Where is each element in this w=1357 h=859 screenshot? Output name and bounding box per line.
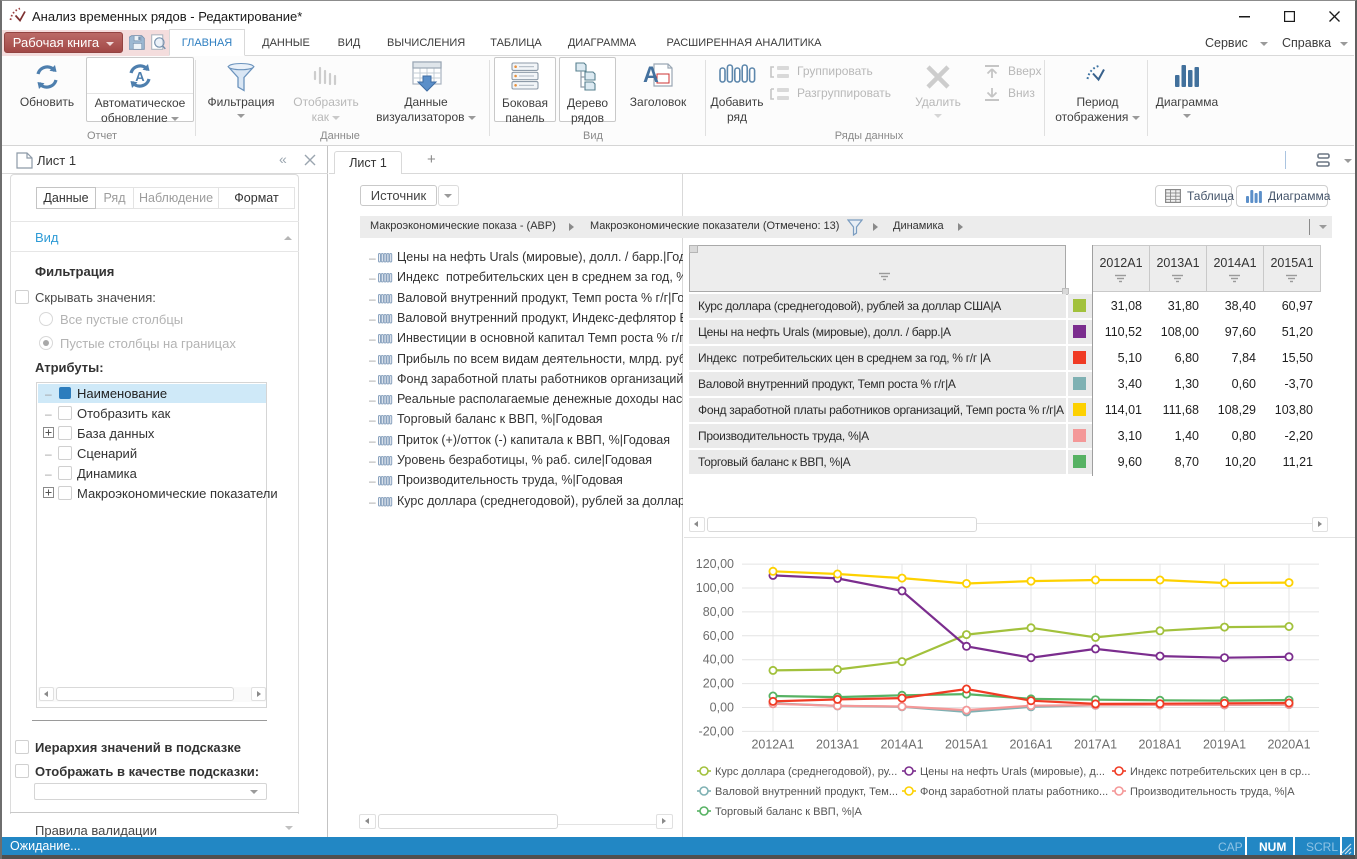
svg-text:Валовой внутренний продукт, Те: Валовой внутренний продукт, Тем... <box>715 786 898 798</box>
svg-text:0,00: 0,00 <box>710 701 734 715</box>
svg-text:2018A1: 2018A1 <box>1138 737 1181 751</box>
svg-text:120,00: 120,00 <box>696 557 734 571</box>
svg-text:Фонд заработной платы работник: Фонд заработной платы работнико... <box>920 786 1108 798</box>
svg-text:2019A1: 2019A1 <box>1203 737 1246 751</box>
svg-text:2015A1: 2015A1 <box>945 737 988 751</box>
svg-text:2012A1: 2012A1 <box>751 737 794 751</box>
svg-text:100,00: 100,00 <box>696 581 734 595</box>
svg-text:Торговый баланс к ВВП, %|А: Торговый баланс к ВВП, %|А <box>715 806 862 818</box>
svg-text:40,00: 40,00 <box>703 653 734 667</box>
svg-text:2020A1: 2020A1 <box>1267 737 1310 751</box>
svg-text:-20,00: -20,00 <box>699 724 734 738</box>
svg-text:60,00: 60,00 <box>703 629 734 643</box>
svg-text:Курс доллара (среднегодовой),: Курс доллара (среднегодовой), ру... <box>715 766 897 778</box>
svg-text:Производительность труда, %|А: Производительность труда, %|А <box>1130 786 1295 798</box>
svg-text:2017A1: 2017A1 <box>1074 737 1117 751</box>
svg-text:2013A1: 2013A1 <box>816 737 859 751</box>
svg-text:2014A1: 2014A1 <box>880 737 923 751</box>
svg-text:A: A <box>643 62 659 87</box>
svg-text:20,00: 20,00 <box>703 677 734 691</box>
svg-text:Цены на нефть Urals (мировые),: Цены на нефть Urals (мировые), д... <box>920 766 1105 778</box>
svg-text:Индекс потребительских цен в с: Индекс потребительских цен в ср... <box>1130 766 1310 778</box>
svg-text:2016A1: 2016A1 <box>1009 737 1052 751</box>
svg-text:80,00: 80,00 <box>703 605 734 619</box>
svg-text:A: A <box>135 69 145 84</box>
